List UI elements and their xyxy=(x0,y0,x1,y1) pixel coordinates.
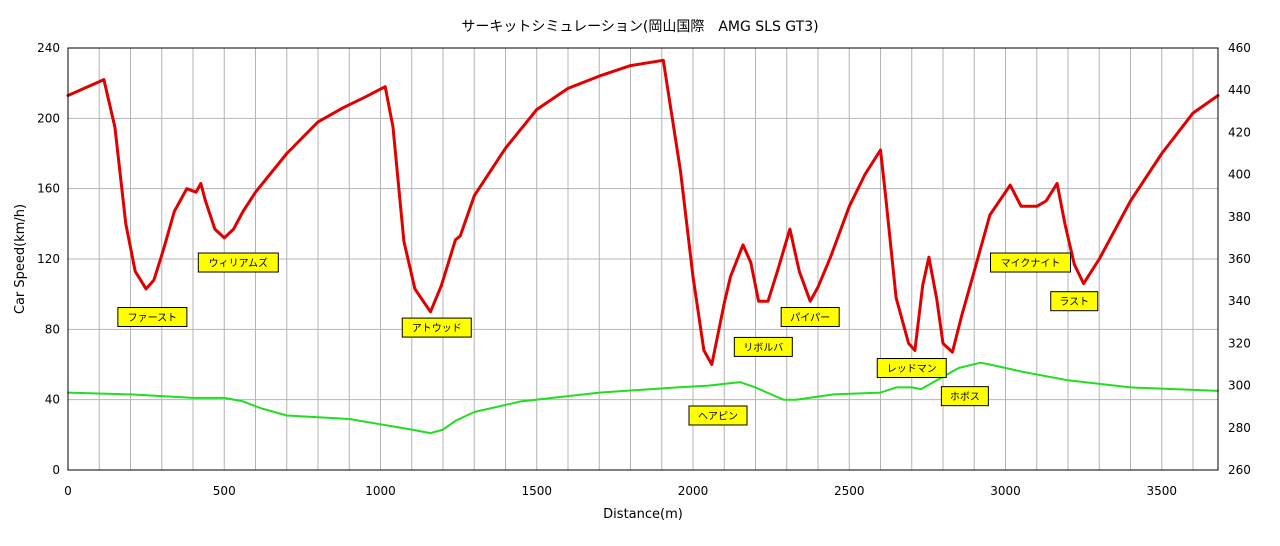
corner-label-background xyxy=(401,317,472,338)
x-tick-label: 3000 xyxy=(990,484,1021,498)
corner-label-background xyxy=(197,252,279,273)
corner-label-background xyxy=(688,405,748,426)
x-tick-label: 2500 xyxy=(834,484,865,498)
corner-label-text: マイクナイト xyxy=(1001,258,1061,270)
y-tick-label: 200 xyxy=(37,111,60,125)
plot-frame xyxy=(67,47,1219,471)
corner-label-background xyxy=(117,307,188,328)
corner-label-text: ヘアピン xyxy=(698,410,738,422)
corner-label-background xyxy=(940,386,989,407)
corner-label-box: アトウッド xyxy=(401,317,472,338)
y2-tick-label: 340 xyxy=(1228,294,1251,308)
corner-label-background xyxy=(876,358,947,379)
corner-label-box: ラスト xyxy=(1050,291,1099,312)
series-line-1 xyxy=(66,58,1220,366)
tick-labels: 0 500 1000 1500 2000 2500 3000 3500408012016020… xyxy=(37,41,1251,498)
corner-label-box: マイクナイト xyxy=(990,252,1071,273)
series-layer xyxy=(66,58,1220,435)
chart-title: サーキットシミュレーション(岡山国際 AMG SLS GT3) xyxy=(461,19,819,35)
corner-label-background xyxy=(780,307,840,328)
corner-label-box: レッドマン xyxy=(876,358,947,379)
corner-label-box: ウィリアムズ xyxy=(197,252,279,273)
x-tick-label: 500 xyxy=(213,484,236,498)
x-tick-label: 2000 xyxy=(678,484,709,498)
y-tick-label: 240 xyxy=(37,41,60,55)
corner-label-text: レッドマン xyxy=(887,364,937,375)
x-axis-label: Distance(m) xyxy=(603,507,683,522)
corner-label-text: ファースト xyxy=(128,313,178,324)
series-line-2 xyxy=(67,361,1219,435)
corner-label-text: ラスト xyxy=(1059,296,1089,308)
y-tick-label: 160 xyxy=(37,182,60,196)
y2-tick-label: 360 xyxy=(1228,252,1251,266)
y2-tick-label: 300 xyxy=(1228,379,1251,393)
x-tick-label: 1500 xyxy=(521,484,552,498)
y2-tick-label: 380 xyxy=(1228,210,1251,224)
corner-label-text: リボルバ xyxy=(743,342,783,354)
corner-label-box: リボルバ xyxy=(733,336,793,357)
corner-label-text: ウィリアムズ xyxy=(209,257,268,270)
y2-tick-label: 400 xyxy=(1228,168,1251,182)
y-axis-label: Car Speed(km/h) xyxy=(13,204,28,314)
y2-tick-label: 460 xyxy=(1228,41,1251,55)
corner-label-box: パイパー xyxy=(780,307,840,328)
x-tick-label: 1000 xyxy=(365,484,396,498)
corner-label-background xyxy=(733,336,793,357)
x-tick-label: 3500 xyxy=(1146,484,1177,498)
corner-label-box: ホボス xyxy=(940,386,989,407)
corner-label-text: ホボス xyxy=(950,391,980,403)
y-tick-label-bottom: 0 xyxy=(52,463,60,477)
corner-label-background xyxy=(1050,291,1099,312)
x-tick-label: 0 xyxy=(64,484,72,498)
y2-tick-label: 320 xyxy=(1228,336,1251,350)
corner-label-box: ファースト xyxy=(117,307,188,328)
corner-label-box: ヘアピン xyxy=(688,405,748,426)
corner-label-background xyxy=(990,252,1071,273)
grid xyxy=(68,48,1218,470)
y-tick-label: 80 xyxy=(45,322,60,336)
y2-tick-label-bottom: 260 xyxy=(1228,463,1251,477)
y-tick-label: 120 xyxy=(37,252,60,266)
corner-label-text: パイパー xyxy=(790,312,830,324)
corner-label-text: アトウッド xyxy=(412,323,462,335)
y2-tick-label: 280 xyxy=(1228,421,1251,435)
y2-tick-label: 420 xyxy=(1228,125,1251,139)
y2-tick-label: 440 xyxy=(1228,83,1251,97)
y-tick-label: 40 xyxy=(45,393,60,407)
